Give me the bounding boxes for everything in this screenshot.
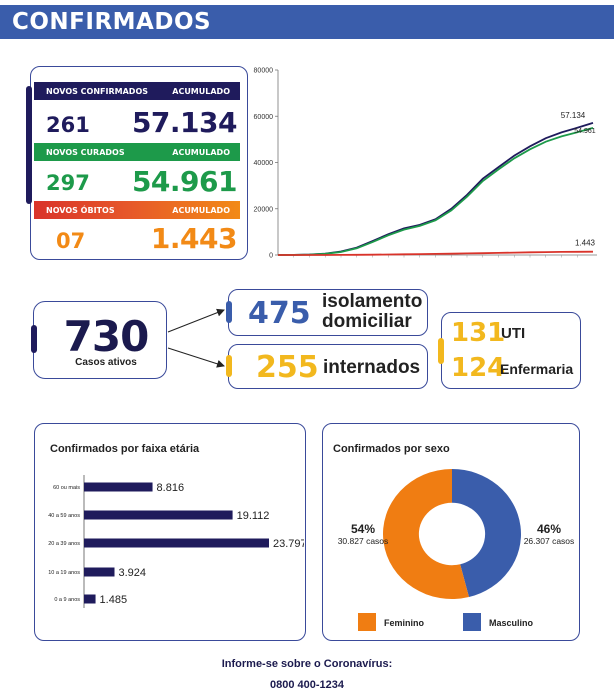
age-bar-chart: 60 ou mais 8.816 40 a 59 anos 19.112 20 a 39… xyxy=(48,475,304,608)
donut-slice-masculino xyxy=(452,469,521,598)
feminino-percent: 54% xyxy=(350,522,376,536)
sex-chart-title: Confirmados por sexo xyxy=(333,443,450,455)
donut-slice-feminino xyxy=(383,469,469,599)
age-bar-3 xyxy=(84,567,115,577)
ward-value: 124 xyxy=(451,353,506,383)
age-bar-2 xyxy=(84,538,269,548)
age-category-label: 0 a 9 anos xyxy=(54,597,80,603)
age-value-label: 8.816 xyxy=(157,482,185,494)
age-category-label: 40 a 59 anos xyxy=(48,513,80,519)
series-end-label-1: 54.961 xyxy=(574,128,596,135)
legend-masculino-label: Masculino xyxy=(489,618,534,628)
y-tick-label: 80000 xyxy=(254,68,274,75)
age-value-label: 1.485 xyxy=(100,594,128,606)
isolation-label-line1: isolamento xyxy=(322,291,423,312)
icu-value: 131 xyxy=(451,318,506,348)
page-title: CONFIRMADOS xyxy=(12,9,212,35)
feminino-cases: 30.827 casos xyxy=(337,536,389,546)
masculino-percent: 46% xyxy=(536,522,562,536)
cured-total: 54.961 xyxy=(131,165,238,198)
cumulative-line-chart: 80000 60000 40000 20000 0 57.134 54.961 1.443 xyxy=(254,68,597,260)
hospitalized-value: 255 xyxy=(256,350,319,385)
deaths-label: NOVOS ÓBITOS xyxy=(46,205,115,215)
legend-masculino-swatch xyxy=(463,613,481,631)
footer-info-text: Informe-se sobre o Coronavírus: xyxy=(221,658,393,670)
arrow-to-isolation xyxy=(167,308,225,333)
deaths-label-bar: NOVOS ÓBITOS ACUMULADO xyxy=(34,201,240,219)
confirmed-total: 57.134 xyxy=(131,106,238,139)
age-bar-0 xyxy=(84,482,153,492)
deaths-total: 1.443 xyxy=(150,222,238,255)
hospitalized-label: internados xyxy=(323,357,421,378)
icu-label: UTI xyxy=(501,325,526,342)
age-value-label: 3.924 xyxy=(119,567,147,579)
footer-phone: 0800 400-1234 xyxy=(269,679,344,691)
age-value-label: 19.112 xyxy=(237,510,270,522)
legend-feminino-swatch xyxy=(358,613,376,631)
y-tick-label: 20000 xyxy=(254,206,274,213)
header-bar xyxy=(0,5,614,39)
age-category-label: 10 a 19 anos xyxy=(48,570,80,576)
isolation-box xyxy=(228,289,428,336)
y-tick-label: 60000 xyxy=(254,114,274,121)
active-cases-box xyxy=(33,301,167,379)
age-bar-4 xyxy=(84,594,96,604)
isolation-label-line2: domiciliar xyxy=(322,311,412,332)
series-end-label-2: 1.443 xyxy=(575,239,596,248)
active-cases-label: Casos ativos xyxy=(75,357,137,368)
active-cases-value: 730 xyxy=(63,312,150,361)
age-category-label: 60 ou mais xyxy=(53,485,80,491)
y-tick-label: 0 xyxy=(269,253,273,260)
y-tick-label: 40000 xyxy=(254,160,274,167)
active-accent xyxy=(31,325,37,353)
masculino-cases: 26.307 casos xyxy=(523,536,575,546)
cured-new: 297 xyxy=(46,171,90,195)
hospitalized-accent xyxy=(226,355,232,377)
cured-label: NOVOS CURADOS xyxy=(46,147,125,157)
isolation-accent xyxy=(226,301,232,323)
isolation-value: 475 xyxy=(248,296,311,331)
confirmed-label: NOVOS CONFIRMADOS xyxy=(46,86,149,96)
confirmed-acc-label: ACUMULADO xyxy=(172,86,230,96)
cured-acc-label: ACUMULADO xyxy=(172,147,230,157)
sex-donut-chart xyxy=(383,469,521,599)
feminino-stats: 54% 30.827 casos xyxy=(333,522,393,546)
legend-feminino-label: Feminino xyxy=(384,618,424,628)
ward-label: Enfermaria xyxy=(500,361,574,377)
isolation-label: isolamento domiciliar xyxy=(322,292,422,332)
age-bar-1 xyxy=(84,510,233,520)
age-value-label: 23.797 xyxy=(273,538,304,550)
arrow-to-hospitalized xyxy=(167,347,225,368)
age-chart-panel xyxy=(34,423,306,641)
arrows xyxy=(167,308,225,368)
confirmed-new: 261 xyxy=(46,113,90,137)
series-line-2 xyxy=(278,250,594,256)
series-end-label-0: 57.134 xyxy=(561,111,586,120)
cured-label-bar: NOVOS CURADOS ACUMULADO xyxy=(34,143,240,161)
masculino-stats: 46% 26.307 casos xyxy=(518,522,580,546)
icu-ward-accent xyxy=(438,338,444,364)
confirmed-label-bar: NOVOS CONFIRMADOS ACUMULADO xyxy=(34,82,240,100)
age-chart-title: Confirmados por faixa etária xyxy=(50,443,200,455)
series-line-1 xyxy=(277,127,594,256)
summary-accent xyxy=(26,86,32,204)
icu-ward-box xyxy=(441,312,581,389)
hospitalized-box xyxy=(228,344,428,389)
deaths-new: 07 xyxy=(56,229,86,253)
deaths-acc-label: ACUMULADO xyxy=(172,205,230,215)
sex-chart-panel xyxy=(322,423,580,641)
age-category-label: 20 a 39 anos xyxy=(48,541,80,547)
